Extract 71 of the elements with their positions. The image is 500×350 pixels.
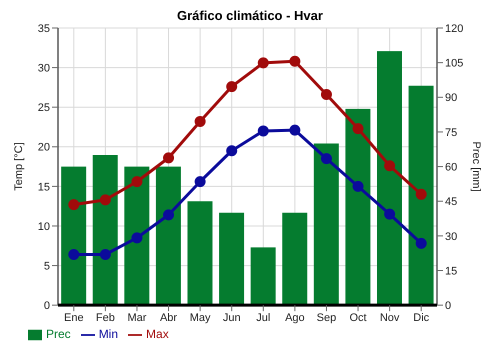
x-tick-label: Mar <box>127 312 147 324</box>
y-tick-label: 15 <box>38 181 50 194</box>
bar <box>345 108 370 306</box>
bar <box>156 166 181 306</box>
point <box>194 176 206 188</box>
legend-label: Prec <box>46 327 71 342</box>
y-tick-label: 35 <box>38 22 50 35</box>
point <box>68 199 80 210</box>
point <box>68 248 80 260</box>
chart-title: Gráfico climático - Hvar <box>176 8 324 24</box>
x-tick-label: Ago <box>285 312 305 324</box>
point <box>163 152 174 164</box>
point <box>384 160 396 172</box>
y2-axis-title: Prec [mm] <box>470 142 482 192</box>
point <box>352 123 364 134</box>
bar <box>124 166 150 306</box>
y2-tick-label: 120 <box>445 22 464 35</box>
x-tick-label: May <box>190 312 212 324</box>
legend-label: Max <box>146 327 169 342</box>
y2-tick-label: 15 <box>445 265 458 278</box>
x-tick-label: Dic <box>413 312 430 324</box>
y2-tick-label: 45 <box>445 196 458 208</box>
point <box>226 81 238 92</box>
x-tick-label: Sep <box>316 312 336 324</box>
y-tick-label: 25 <box>38 102 50 114</box>
x-tick-label: Jul <box>256 312 270 324</box>
point <box>416 238 427 249</box>
point <box>131 232 142 244</box>
y2-tick-label: 75 <box>445 126 458 139</box>
y-tick-label: 0 <box>44 300 50 312</box>
point <box>289 56 300 67</box>
point <box>100 248 111 260</box>
point <box>226 145 238 156</box>
point <box>194 116 206 127</box>
y2-tick-label: 60 <box>445 161 458 174</box>
bar <box>250 247 276 306</box>
y2-tick-label: 90 <box>445 92 458 104</box>
y-tick-label: 20 <box>38 142 50 154</box>
x-tick-label: Nov <box>380 312 400 324</box>
point <box>289 124 300 136</box>
bar <box>219 212 244 306</box>
point <box>100 194 111 206</box>
x-tick-label: Abr <box>160 312 178 324</box>
bar <box>92 155 118 306</box>
bar <box>376 51 402 306</box>
point <box>416 188 427 200</box>
x-tick-label: Jun <box>222 312 241 324</box>
point <box>320 89 332 100</box>
y2-tick-label: 105 <box>445 58 464 70</box>
x-tick-label: Ene <box>64 312 84 324</box>
bar <box>408 86 434 306</box>
y-axis-title: Temp [°C] <box>12 142 25 191</box>
point <box>131 176 142 188</box>
bar <box>61 166 86 306</box>
y2-tick-label: 30 <box>445 230 458 243</box>
x-tick-label: Oct <box>349 312 367 324</box>
point <box>384 208 396 220</box>
point <box>163 209 174 220</box>
bar <box>314 143 339 306</box>
point <box>258 125 269 136</box>
point <box>258 57 269 68</box>
point <box>320 153 332 164</box>
legend-label: Min <box>98 327 118 342</box>
x-tick-label: Feb <box>96 312 115 324</box>
y-tick-label: 30 <box>38 62 50 74</box>
bar <box>282 212 308 306</box>
y-tick-label: 10 <box>38 220 50 233</box>
y-tick-label: 5 <box>44 260 50 272</box>
y2-tick-label: 0 <box>445 300 452 312</box>
point <box>352 180 364 192</box>
bar <box>187 201 212 306</box>
